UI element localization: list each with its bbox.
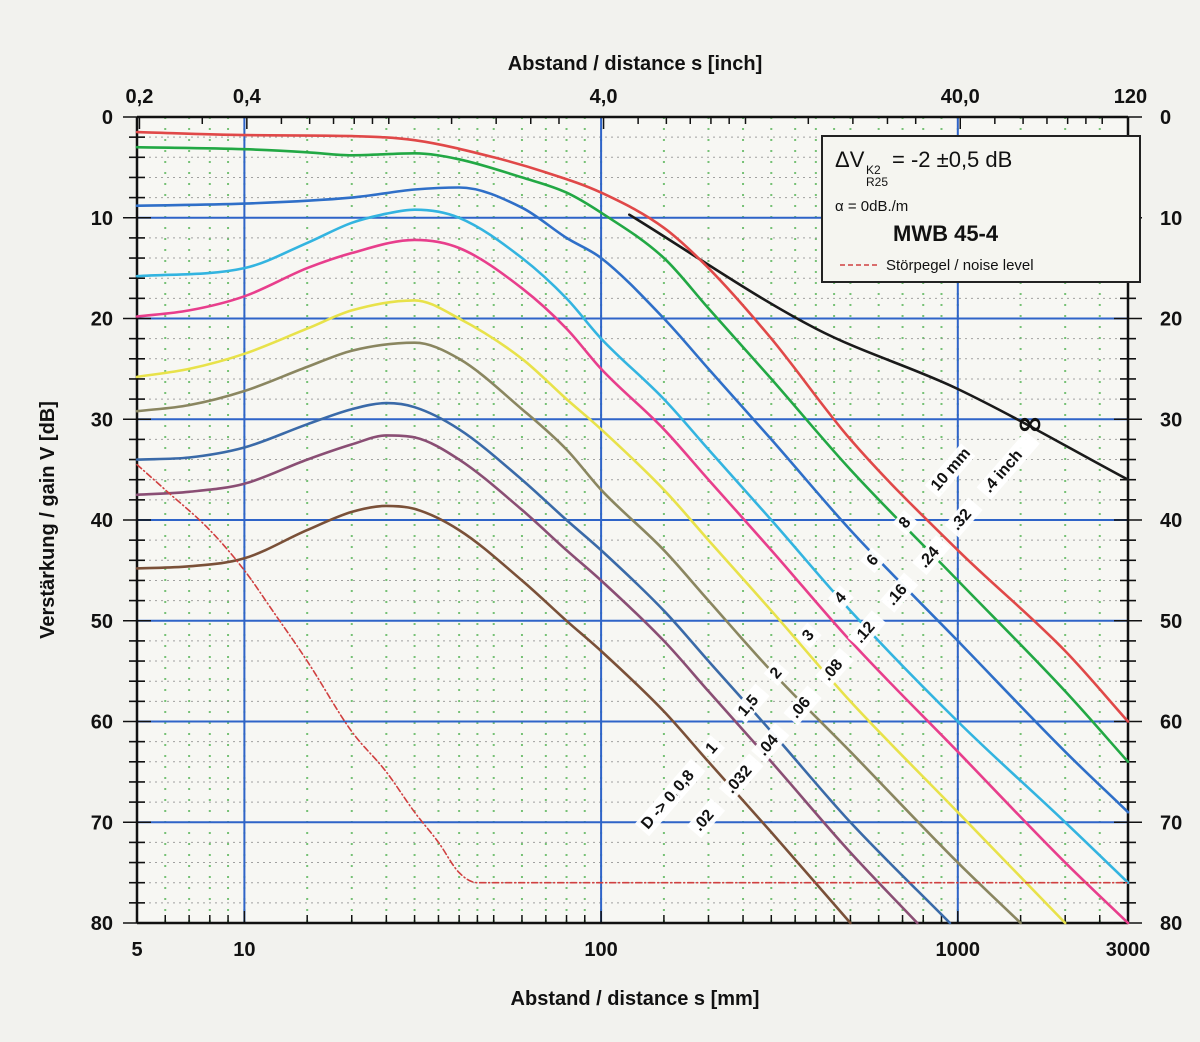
diameter-label-mm-group: 4 bbox=[828, 585, 854, 611]
series-line-6-mm bbox=[135, 186, 1130, 814]
y-tick-label-right: 40 bbox=[1160, 510, 1182, 532]
diameter-label-mm-bg bbox=[860, 547, 887, 574]
x2-tick-label: 40,0 bbox=[941, 86, 980, 108]
legend-delta-sub2: R25 bbox=[866, 175, 888, 189]
series-line-4-mm bbox=[135, 208, 1130, 884]
legend-delta-main: ΔV bbox=[835, 147, 865, 172]
legend-alpha: α = 0dB./m bbox=[835, 198, 908, 215]
x-tick-label: 5 bbox=[131, 939, 142, 961]
series-line-1-5-mm bbox=[135, 341, 1022, 925]
diameter-label-mm-group: 1 bbox=[699, 735, 726, 762]
legend-delta-sub1: K2 bbox=[866, 163, 881, 177]
diameter-label-inch-bg bbox=[944, 497, 983, 538]
diameter-label-inch-bg bbox=[880, 572, 919, 613]
axis-ticks bbox=[123, 116, 1142, 924]
y-tick-label-left: 80 bbox=[91, 913, 113, 935]
y-tick-label-left: 0 bbox=[102, 107, 113, 129]
diameter-label-inch-bg bbox=[686, 798, 726, 839]
series-line-3-mm bbox=[135, 238, 1130, 925]
diameter-label-inch-bg bbox=[783, 685, 822, 726]
diameter-label-mm-bg bbox=[892, 509, 919, 536]
tick-labels: 0 0 10 10 20 20 30 30 40 40 50 50 60 60 70 70 80 80 5 10 100… bbox=[91, 86, 1183, 961]
diameter-label-inch-bg bbox=[751, 723, 790, 764]
series-line-0-5-mm bbox=[135, 504, 852, 925]
x2-tick-label: 0,4 bbox=[233, 86, 262, 108]
legend-noise-label: Störpegel / noise level bbox=[886, 257, 1034, 274]
y-tick-label-left: 10 bbox=[91, 208, 113, 230]
x-tick-label: 3000 bbox=[1106, 939, 1151, 961]
y-tick-label-right: 50 bbox=[1160, 611, 1182, 633]
x-axis-title: Abstand / distance s [mm] bbox=[511, 988, 760, 1010]
diameter-label-mm-group: 3 bbox=[795, 622, 822, 649]
diameter-label-inch-bg bbox=[976, 431, 1040, 500]
y-tick-label-left: 60 bbox=[91, 712, 113, 734]
diameter-label-mm-bg bbox=[924, 443, 976, 498]
x2-tick-label: 0,2 bbox=[126, 86, 154, 108]
y-tick-label-right: 20 bbox=[1160, 309, 1182, 331]
legend-box bbox=[821, 135, 1141, 283]
infinity-label: ∞ bbox=[1017, 404, 1044, 442]
y-tick-label-left: 50 bbox=[91, 611, 113, 633]
y-tick-label-left: 30 bbox=[91, 409, 113, 431]
x2-tick-label: 4,0 bbox=[590, 86, 618, 108]
diameter-label-mm-group: 8 bbox=[892, 509, 919, 536]
diameter-label-mm-bg bbox=[763, 660, 790, 686]
diameter-label-mm-bg bbox=[667, 758, 706, 799]
y-tick-label-left: 40 bbox=[91, 510, 113, 532]
x2-axis-title: Abstand / distance s [inch] bbox=[508, 53, 762, 75]
series-line-st-rpegel-noise-level bbox=[136, 463, 1129, 884]
diameter-label-mm-bg bbox=[795, 622, 822, 649]
legend: ΔV K2 R25 = -2 ±0,5 dB α = 0dB./m MWB 45… bbox=[821, 135, 1141, 283]
series-line-2-mm bbox=[135, 299, 1067, 925]
y-tick-label-right: 60 bbox=[1160, 712, 1182, 734]
diameter-label-inch-bg bbox=[719, 753, 764, 801]
diameter-label-mm-bg bbox=[731, 683, 770, 724]
diameter-label-mm-bg bbox=[828, 585, 854, 611]
x2-tick-label: 120 bbox=[1114, 86, 1147, 108]
diameter-label-mm-bg bbox=[699, 735, 726, 762]
legend-model: MWB 45-4 bbox=[893, 221, 999, 246]
y-tick-label-right: 30 bbox=[1160, 409, 1182, 431]
series-layer bbox=[135, 130, 1130, 925]
y-tick-label-right: 80 bbox=[1160, 913, 1182, 935]
diameter-label-inch-bg bbox=[912, 535, 951, 576]
y-tick-label-right: 0 bbox=[1160, 107, 1171, 129]
x-tick-label: 100 bbox=[584, 939, 617, 961]
diameter-label-inch-bg bbox=[847, 610, 887, 651]
diameter-label-inch-bg bbox=[815, 647, 854, 688]
legend-delta-value: = -2 ±0,5 dB bbox=[892, 147, 1012, 172]
series-line-10-mm bbox=[135, 130, 1130, 723]
series-line-8-mm bbox=[135, 145, 1130, 764]
y-tick-label-right: 10 bbox=[1160, 208, 1182, 230]
y-tick-label-right: 70 bbox=[1160, 812, 1182, 834]
y-tick-label-left: 20 bbox=[91, 309, 113, 331]
x-tick-label: 1000 bbox=[936, 939, 981, 961]
y-tick-label-left: 70 bbox=[91, 812, 113, 834]
diameter-label-mm-group: 6 bbox=[860, 547, 887, 574]
x-tick-label: 10 bbox=[233, 939, 255, 961]
y-axis-title: Verstärkung / gain V [dB] bbox=[37, 401, 59, 639]
diameter-label-mm-group: 2 bbox=[763, 660, 790, 686]
series-line- bbox=[628, 213, 1130, 481]
